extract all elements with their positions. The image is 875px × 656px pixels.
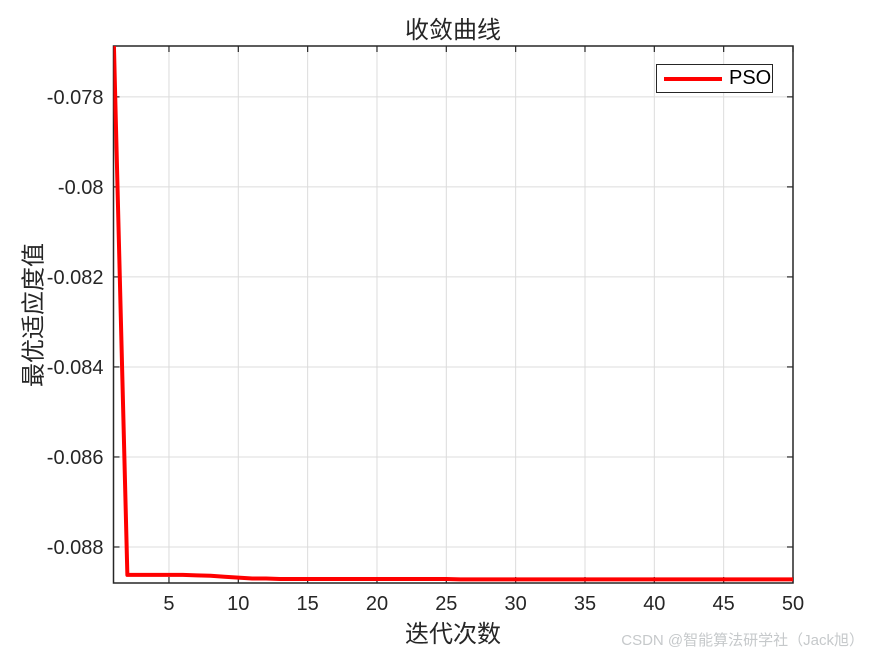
y-tick-label: -0.078 (47, 87, 104, 109)
x-tick-label: 20 (366, 593, 388, 615)
x-tick-label: 5 (163, 593, 174, 615)
y-tick-label: -0.082 (47, 267, 104, 289)
axes-box (112, 45, 794, 584)
legend-entry-label: PSO (729, 67, 772, 89)
x-tick-label: 25 (435, 593, 457, 615)
x-tick-label: 35 (574, 593, 596, 615)
series-line-pso (113, 46, 793, 582)
x-tick-label: 10 (227, 593, 249, 615)
y-tick-label: -0.08 (58, 177, 104, 199)
x-axis-label: 迭代次数 (405, 621, 501, 648)
x-tick-label: 45 (713, 593, 735, 615)
watermark-text: CSDN @智能算法研学社（Jack旭） (621, 632, 864, 649)
x-tick-label: 40 (643, 593, 665, 615)
y-tick-label: -0.086 (47, 447, 104, 469)
y-tick-label: -0.084 (47, 357, 104, 379)
legend-line-sample-icon (664, 76, 722, 81)
y-axis-label: 最优适应度值 (20, 243, 48, 387)
chart-title: 收敛曲线 (405, 17, 501, 44)
y-tick-label: -0.088 (47, 537, 104, 559)
x-tick-label: 30 (505, 593, 527, 615)
legend: PSO (656, 64, 773, 93)
x-tick-label: 50 (782, 593, 804, 615)
x-tick-label: 15 (297, 593, 319, 615)
